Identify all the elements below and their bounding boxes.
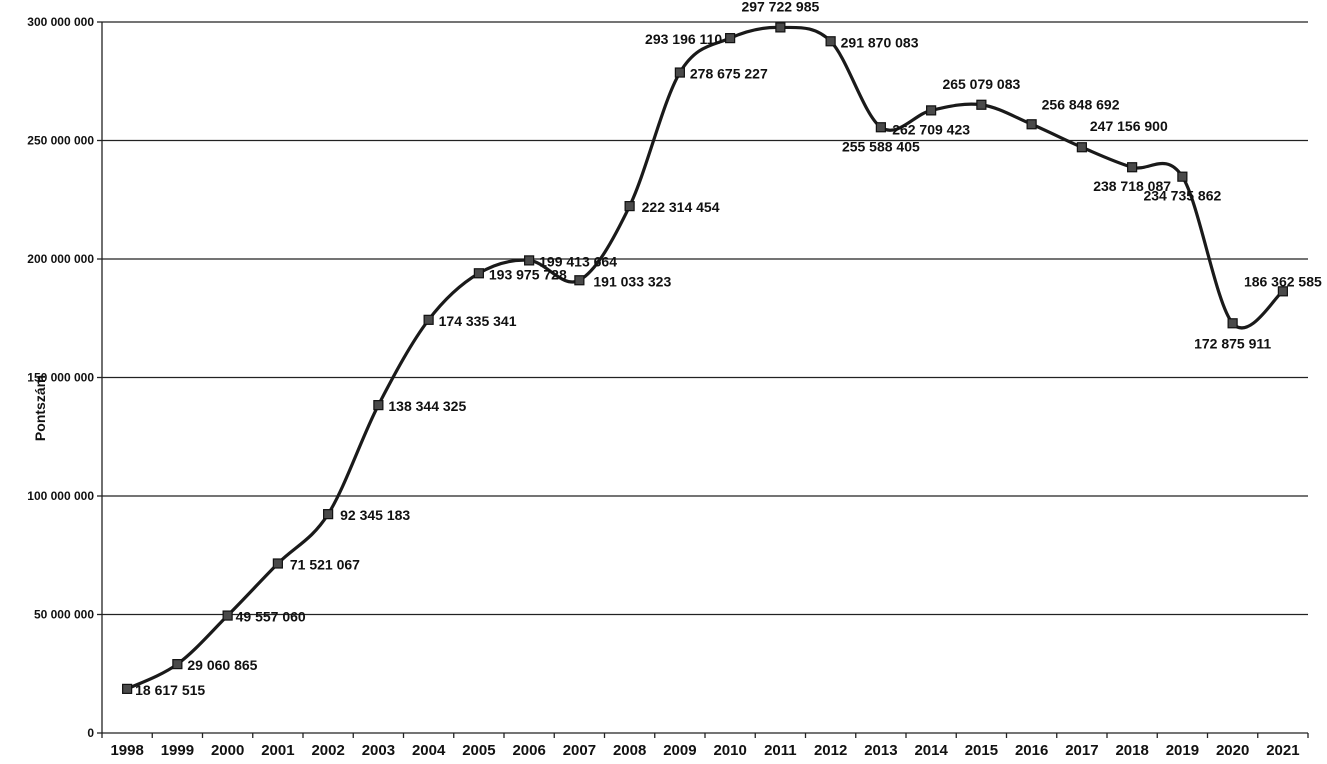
data-label: 278 675 227 [690, 66, 768, 82]
data-point-marker [976, 99, 987, 110]
x-tick-label: 1998 [110, 742, 143, 759]
y-tick-label: 0 [87, 726, 94, 740]
x-tick-label: 2007 [563, 742, 596, 759]
x-tick-label: 2005 [462, 742, 495, 759]
data-point-marker [825, 36, 836, 47]
axes [97, 21, 1309, 738]
y-tick-label: 150 000 000 [27, 371, 94, 385]
y-tick-label: 100 000 000 [27, 489, 94, 503]
markers [122, 22, 1288, 694]
data-label: 199 413 664 [539, 253, 617, 269]
data-point-marker [222, 610, 233, 621]
data-point-marker [373, 400, 384, 411]
x-tick-label: 1999 [161, 742, 194, 759]
data-label: 186 362 585 [1244, 273, 1322, 289]
data-label: 238 718 087 [1093, 178, 1171, 194]
data-label: 191 033 323 [593, 273, 671, 289]
data-label: 49 557 060 [236, 609, 306, 625]
data-point-marker [574, 275, 585, 286]
x-tick-label: 2014 [914, 742, 948, 759]
x-tick-labels: 1998 1999 2000 2001 2002 2003 2004 2005 2006 2007… [110, 742, 1299, 759]
data-point-marker [524, 255, 535, 266]
y-tick-label: 250 000 000 [27, 134, 94, 148]
data-label: 256 848 692 [1042, 96, 1120, 112]
data-label: 71 521 067 [290, 556, 360, 572]
x-tick-label: 2019 [1166, 742, 1199, 759]
x-tick-label: 2013 [864, 742, 897, 759]
data-label: 193 975 728 [489, 266, 567, 282]
data-point-marker [272, 558, 283, 569]
data-point-marker [725, 33, 736, 44]
data-point-marker [1127, 162, 1138, 173]
data-point-marker [323, 509, 334, 520]
y-tick-label: 300 000 000 [27, 15, 94, 29]
data-label: 255 588 405 [842, 138, 920, 154]
x-tick-label: 2004 [412, 742, 446, 759]
y-tick-labels: 0 50 000 000 100 000 000 150 000 000 200 000… [27, 15, 94, 740]
data-point-marker [875, 122, 886, 133]
data-point-marker [674, 67, 685, 78]
x-tick-label: 2008 [613, 742, 646, 759]
data-label: 138 344 325 [388, 398, 466, 414]
data-point-marker [1076, 142, 1087, 153]
data-point-marker [473, 268, 484, 279]
y-tick-label: 200 000 000 [27, 252, 94, 266]
x-tick-label: 2017 [1065, 742, 1098, 759]
data-label: 174 335 341 [439, 313, 517, 329]
data-label: 29 060 865 [187, 657, 257, 673]
data-point-marker [122, 683, 133, 694]
data-point-marker [926, 105, 937, 116]
y-tick-label: 50 000 000 [34, 608, 94, 622]
data-label: 18 617 515 [135, 682, 205, 698]
x-tick-label: 2003 [362, 742, 395, 759]
x-tick-label: 2018 [1115, 742, 1148, 759]
x-tick-label: 2021 [1266, 742, 1299, 759]
x-tick-label: 2000 [211, 742, 244, 759]
gridlines [102, 21, 1308, 616]
data-label: 265 079 083 [942, 76, 1020, 92]
x-tick-label: 2002 [311, 742, 344, 759]
data-point-marker [423, 314, 434, 325]
data-label: 172 875 911 [1194, 335, 1271, 351]
data-labels: 18 617 515 29 060 865 49 557 060 71 521 067… [135, 0, 1322, 698]
data-label: 297 722 985 [741, 0, 819, 14]
data-point-marker [1227, 318, 1238, 329]
data-point-marker [1277, 286, 1288, 297]
data-point-marker [1026, 119, 1037, 130]
data-point-marker [172, 659, 183, 670]
x-tick-label: 2012 [814, 742, 847, 759]
x-tick-label: 2011 [764, 742, 797, 759]
x-tick-label: 2016 [1015, 742, 1048, 759]
x-tick-label: 2009 [663, 742, 696, 759]
x-tick-label: 2020 [1216, 742, 1249, 759]
data-label: 234 735 862 [1143, 188, 1221, 204]
data-point-marker [1177, 171, 1188, 182]
data-label: 92 345 183 [340, 507, 410, 523]
data-point-marker [775, 22, 786, 33]
data-label: 247 156 900 [1090, 118, 1168, 134]
x-tick-label: 2010 [713, 742, 746, 759]
x-tick-label: 2015 [965, 742, 998, 759]
data-label: 222 314 454 [642, 199, 720, 215]
y-axis-title: Pontszám [32, 375, 48, 441]
x-tick-label: 2006 [512, 742, 545, 759]
data-label: 293 196 110 [645, 31, 722, 47]
data-point-marker [624, 201, 635, 212]
data-label: 291 870 083 [841, 34, 919, 50]
data-label: 262 709 423 [892, 121, 970, 137]
x-tick-label: 2001 [261, 742, 294, 759]
